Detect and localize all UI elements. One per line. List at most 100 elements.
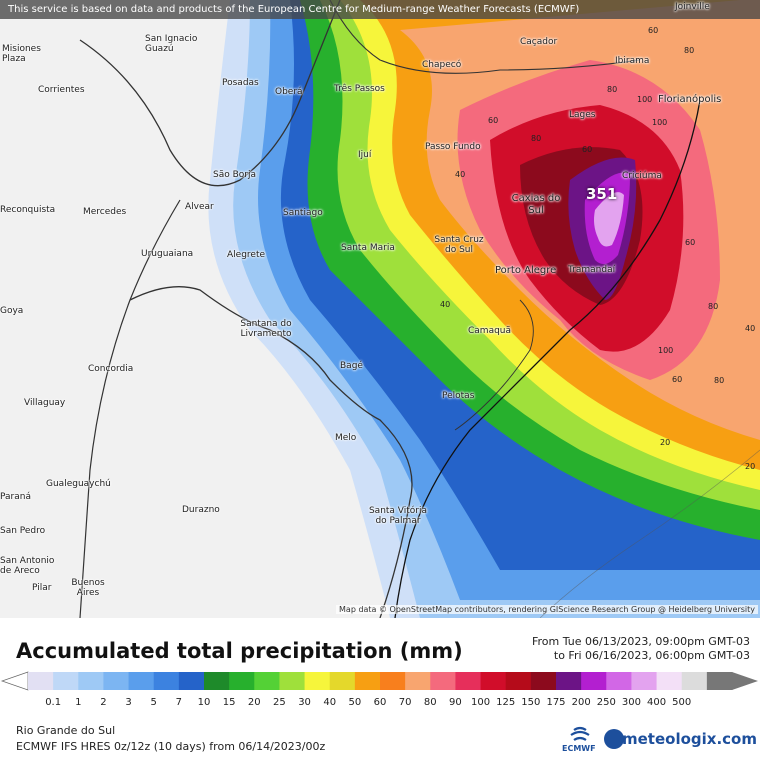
city-label: Concordia (88, 364, 134, 374)
contour-label: 20 (745, 462, 756, 471)
contour-label: 60 (488, 116, 499, 125)
map-attribution[interactable]: Map data © OpenStreetMap contributors, r… (336, 605, 758, 614)
ecmwf-banner: This service is based on data and produc… (0, 0, 760, 19)
city-label: Goya (0, 306, 24, 316)
ecmwf-logo-text: ECMWF (562, 744, 596, 753)
city-label: Santana do Livramento (240, 319, 292, 339)
legend-tick-label: 2 (100, 697, 107, 708)
city-label: San Ignacio Guazú (145, 34, 198, 54)
city-label: Paraná (0, 492, 31, 502)
legend-swatch (103, 672, 130, 690)
city-label: Posadas (222, 78, 259, 88)
contour-label: 100 (658, 346, 674, 355)
city-label: Gualeguaychú (46, 479, 111, 489)
legend-swatch (229, 672, 255, 690)
legend-swatch (354, 672, 381, 690)
legend-swatch (631, 672, 658, 690)
legend-tick-label: 175 (546, 697, 566, 708)
city-label: San Pedro (0, 526, 46, 536)
legend-tick-label: 400 (647, 697, 667, 708)
legend-tick-label: 100 (471, 697, 491, 708)
map-panel[interactable]: This service is based on data and produc… (0, 0, 760, 618)
city-label: Chapecó (422, 60, 462, 70)
city-label: Bagé (340, 361, 363, 371)
contour-label: 80 (714, 376, 725, 385)
ecmwf-logo-icon (570, 726, 590, 741)
legend-swatch (153, 672, 180, 690)
legend-swatch (128, 672, 155, 690)
legend-swatch (178, 672, 205, 690)
legend-swatch (581, 672, 607, 690)
legend-swatch (78, 672, 104, 690)
legend-swatch (606, 672, 632, 690)
legend-swatch (455, 672, 482, 690)
contour-label: 80 (607, 85, 618, 94)
city-label: São Borja (213, 170, 256, 180)
color-legend (0, 671, 758, 691)
legend-swatch (204, 672, 230, 690)
legend-tick-label: 150 (521, 697, 541, 708)
meteologix-logo-icon (604, 729, 624, 749)
max-precip-value: 351 (586, 185, 618, 203)
city-label: Porto Alegre (495, 265, 557, 276)
contour-label: 60 (672, 375, 683, 384)
legend-tick-label: 200 (571, 697, 591, 708)
city-label: Buenos Aires (71, 578, 105, 598)
model-info: ECMWF IFS HRES 0z/12z (10 days) from 06/… (16, 740, 326, 753)
city-label: San Antonio de Areco (0, 556, 55, 576)
precipitation-map (0, 0, 760, 618)
meteologix-brand[interactable]: meteologix.com (622, 730, 757, 748)
city-label: Camaquã (468, 326, 512, 336)
region-label: Rio Grande do Sul (16, 724, 116, 737)
legend-swatch (28, 672, 54, 690)
city-label: Mercedes (83, 207, 127, 217)
city-label: Alegrete (227, 250, 266, 260)
legend-tick-label: 0.1 (45, 697, 62, 708)
city-label: Misiones Plaza (2, 44, 41, 64)
legend-swatch (279, 672, 306, 690)
legend-tick-label: 20 (247, 697, 261, 708)
period-to: to Fri 06/16/2023, 06:00pm GMT-03 (553, 649, 750, 662)
contour-label: 40 (440, 300, 451, 309)
legend-swatch (556, 672, 582, 690)
legend-tick-label: 80 (423, 697, 437, 708)
chart-title: Accumulated total precipitation (mm) (16, 639, 463, 663)
contour-label: 40 (455, 170, 466, 179)
legend-tick-label: 500 (672, 697, 692, 708)
city-label: Santa Maria (341, 243, 395, 253)
legend-tick-label: 1 (75, 697, 82, 708)
legend-tick-label: 90 (449, 697, 462, 708)
contour-label: 100 (637, 95, 653, 104)
city-label: Alvear (185, 202, 214, 212)
contour-label: 40 (745, 324, 756, 333)
contour-label: 80 (531, 134, 542, 143)
legend-swatch (681, 672, 708, 690)
city-label: Três Passos (334, 84, 385, 94)
city-label: Corrientes (38, 85, 85, 95)
legend-tick-label: 30 (298, 697, 311, 708)
legend-swatch (329, 672, 356, 690)
city-label: Caxias do Sul (511, 193, 561, 216)
legend-swatch (656, 672, 683, 690)
legend-tick-label: 70 (398, 697, 412, 708)
city-label: Durazno (182, 505, 220, 515)
contour-label: 100 (652, 118, 668, 127)
legend-tick-label: 60 (373, 697, 387, 708)
legend-swatch (304, 672, 331, 690)
city-label: Pilar (32, 583, 52, 593)
city-label: Criciúma (622, 171, 662, 181)
legend-tick-label: 10 (197, 697, 211, 708)
legend-swatch (430, 672, 456, 690)
legend-swatch (530, 672, 557, 690)
contour-label: 60 (685, 238, 696, 247)
legend-arrow-low (0, 671, 29, 691)
legend-swatch (706, 672, 733, 690)
contour-label: 60 (648, 26, 659, 35)
city-label: Uruguaiana (141, 249, 194, 259)
city-label: Passo Fundo (425, 142, 481, 152)
legend-tick-label: 7 (175, 697, 183, 708)
city-label: Lages (569, 110, 596, 120)
city-label: Ijuí (358, 150, 372, 160)
legend-swatch (480, 672, 507, 690)
city-label: Florianópolis (658, 94, 722, 105)
